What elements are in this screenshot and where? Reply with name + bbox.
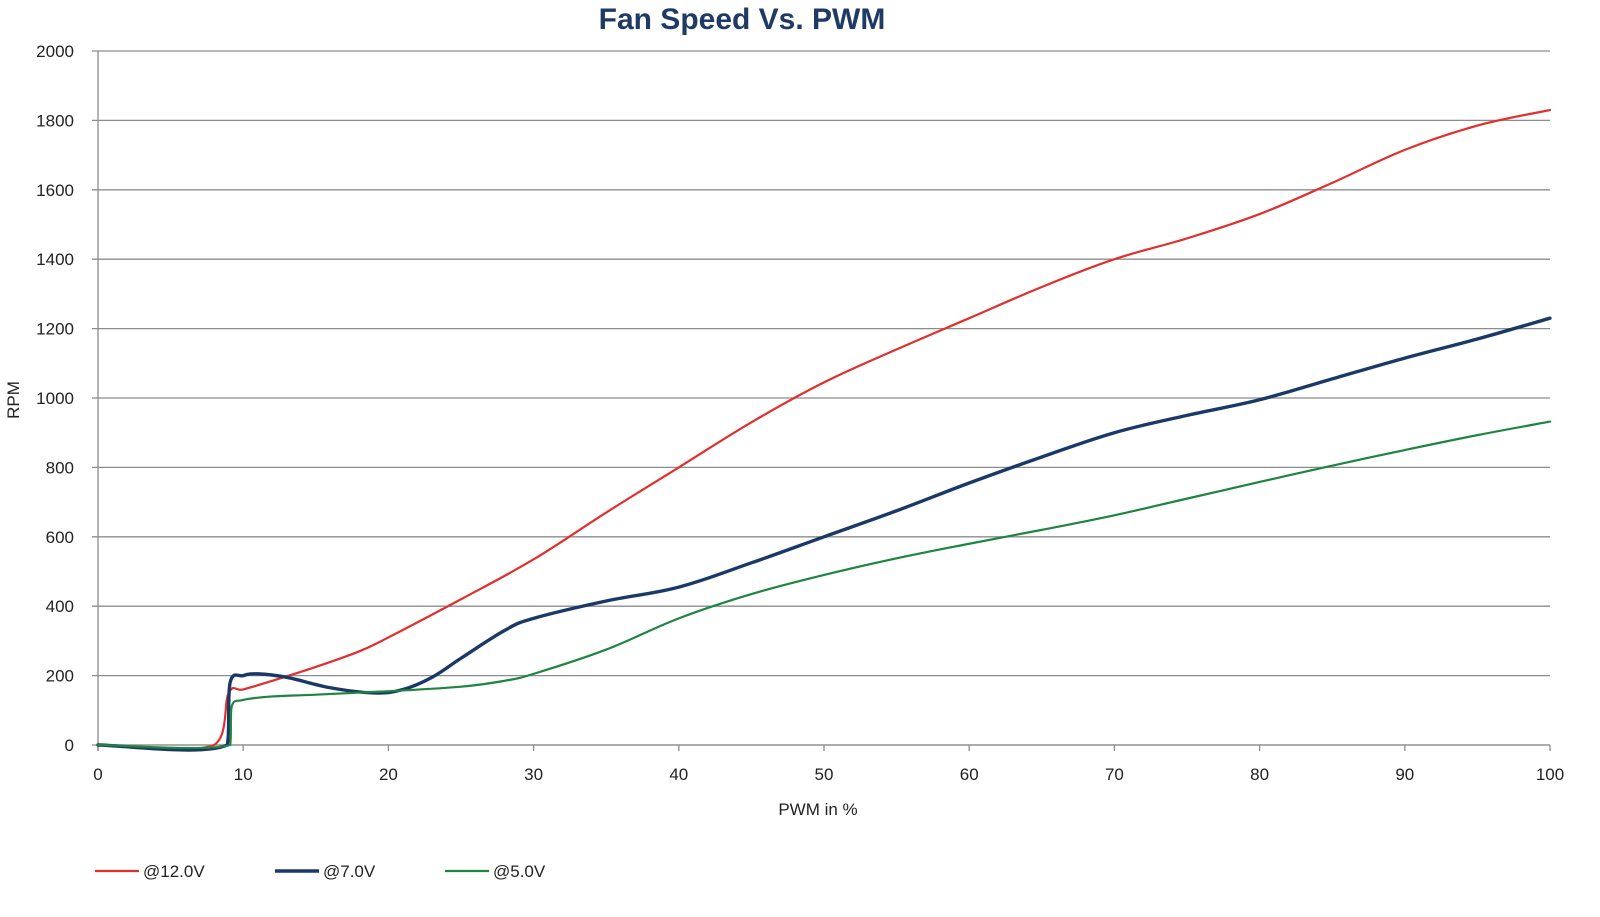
y-axis-label: RPM [4, 381, 23, 419]
legend-item: @7.0V [275, 862, 376, 881]
y-tick-labels: 0 200 400 600 800 1000 1200 1400 1600 1800 2000 [36, 42, 74, 755]
y-tick-label: 1800 [36, 111, 74, 130]
legend: @12.0V @7.0V @5.0V [95, 862, 546, 881]
y-tick-label: 1000 [36, 389, 74, 408]
x-tick-label: 90 [1395, 765, 1414, 784]
x-tick-label: 10 [234, 765, 253, 784]
legend-label: @7.0V [323, 862, 376, 881]
y-tick-label: 400 [46, 597, 74, 616]
grid-lines [92, 50, 1550, 746]
chart-title: Fan Speed Vs. PWM [599, 3, 886, 36]
y-tick-label: 2000 [36, 42, 74, 61]
axes [97, 51, 1551, 751]
x-tick-label: 80 [1250, 765, 1269, 784]
y-tick-label: 1200 [36, 320, 74, 339]
series-line-3 [96, 420, 1552, 750]
x-tick-label: 100 [1536, 765, 1564, 784]
x-axis-label: PWM in % [778, 800, 857, 819]
y-tick-label: 1600 [36, 181, 74, 200]
legend-label: @12.0V [143, 862, 205, 881]
y-tick-label: 0 [65, 736, 74, 755]
x-tick-label: 60 [960, 765, 979, 784]
series-line-2 [96, 316, 1552, 752]
x-tick-label: 30 [524, 765, 543, 784]
legend-item: @12.0V [95, 862, 205, 881]
x-tick-label: 50 [815, 765, 834, 784]
series-line-1 [96, 108, 1552, 751]
y-tick-label: 600 [46, 528, 74, 547]
y-tick-label: 200 [46, 667, 74, 686]
series-lines [96, 108, 1552, 752]
x-tick-label: 20 [379, 765, 398, 784]
x-tick-labels: 0 10 20 30 40 50 60 70 80 90 100 [93, 765, 1564, 784]
x-tick-label: 40 [669, 765, 688, 784]
x-tick-label: 70 [1105, 765, 1124, 784]
x-tick-label: 0 [93, 765, 102, 784]
y-tick-label: 1400 [36, 250, 74, 269]
legend-label: @5.0V [493, 862, 546, 881]
legend-item: @5.0V [445, 862, 546, 881]
y-tick-label: 800 [46, 458, 74, 477]
